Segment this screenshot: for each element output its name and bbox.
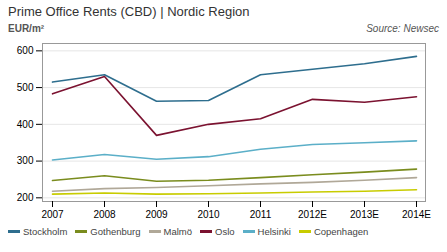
html-text:Stockholm: Stockholm xyxy=(23,226,68,237)
html-text:Copenhagen: Copenhagen xyxy=(313,226,369,237)
svg-text:600: 600 xyxy=(17,45,34,56)
svg-text:2012E: 2012E xyxy=(298,209,327,220)
svg-text:2009: 2009 xyxy=(145,209,168,220)
svg-text:200: 200 xyxy=(17,192,34,203)
svg-text:2014E: 2014E xyxy=(402,209,431,220)
svg-text:500: 500 xyxy=(17,82,34,93)
svg-text:2007: 2007 xyxy=(41,209,64,220)
svg-text:2008: 2008 xyxy=(93,209,116,220)
html-text:Oslo: Oslo xyxy=(215,226,235,237)
html-text:Prime Office Rents (CBD) | Nor: Prime Office Rents (CBD) | Nordic Region xyxy=(8,4,250,19)
svg-text:400: 400 xyxy=(17,119,34,130)
html-text:Helsinki: Helsinki xyxy=(257,226,291,237)
html-text:EUR/m²: EUR/m² xyxy=(8,23,45,34)
svg-text:300: 300 xyxy=(17,155,34,166)
svg-text:2010: 2010 xyxy=(197,209,220,220)
html-text:Gothenburg: Gothenburg xyxy=(90,226,141,237)
svg-text:2011: 2011 xyxy=(250,209,272,220)
html-text:Malmö: Malmö xyxy=(163,226,193,237)
svg-text:2013E: 2013E xyxy=(350,209,379,220)
html-text:Source: Newsec: Source: Newsec xyxy=(366,23,439,34)
